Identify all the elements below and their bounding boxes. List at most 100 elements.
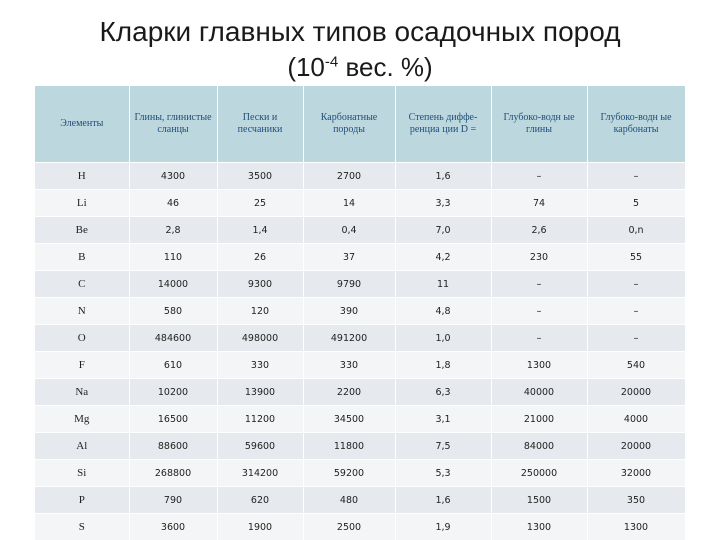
clays-value-cell: 580	[129, 297, 218, 325]
carbonates-value-cell: 9790	[303, 270, 396, 298]
table-row: S 3600 1900 2500 1,9 1300 1300	[35, 513, 686, 540]
column-header-elements: Элементы	[35, 86, 130, 163]
deep-sea-clays-value-cell: 40000	[491, 378, 588, 406]
deep-sea-carbonates-value-cell: 20000	[587, 432, 686, 460]
element-name-cell: Li	[35, 189, 130, 217]
element-name-cell: N	[35, 297, 130, 325]
sandstones-value-cell: 26	[217, 243, 304, 271]
deep-sea-carbonates-value-cell: 0,n	[587, 216, 686, 244]
carbonates-value-cell: 390	[303, 297, 396, 325]
clarke-table: Элементы Глины, глинистые сланцы Пески и…	[35, 86, 686, 540]
deep-sea-clays-value-cell: 1300	[491, 351, 588, 379]
sandstones-value-cell: 1900	[217, 513, 304, 540]
element-name-cell: Mg	[35, 405, 130, 433]
sandstones-value-cell: 3500	[217, 162, 304, 190]
sandstones-value-cell: 330	[217, 351, 304, 379]
differentiation-value-cell: 1,6	[395, 162, 492, 190]
table-row: Li 46 25 14 3,3 74 5	[35, 189, 686, 217]
carbonates-value-cell: 2200	[303, 378, 396, 406]
element-name-cell: Be	[35, 216, 130, 244]
clays-value-cell: 790	[129, 486, 218, 514]
deep-sea-clays-value-cell: –	[491, 162, 588, 190]
element-name-cell: B	[35, 243, 130, 271]
page-title: Кларки главных типов осадочных пород (10…	[0, 14, 720, 84]
element-name-cell: Al	[35, 432, 130, 460]
deep-sea-clays-value-cell: 21000	[491, 405, 588, 433]
element-name-cell: C	[35, 270, 130, 298]
table-row: Mg 16500 11200 34500 3,1 21000 4000	[35, 405, 686, 433]
deep-sea-clays-value-cell: –	[491, 297, 588, 325]
sandstones-value-cell: 1,4	[217, 216, 304, 244]
deep-sea-carbonates-value-cell: 20000	[587, 378, 686, 406]
deep-sea-carbonates-value-cell: 4000	[587, 405, 686, 433]
deep-sea-clays-value-cell: 2,6	[491, 216, 588, 244]
column-header-clays: Глины, глинистые сланцы	[129, 86, 218, 163]
carbonates-value-cell: 34500	[303, 405, 396, 433]
sandstones-value-cell: 314200	[217, 459, 304, 487]
deep-sea-carbonates-value-cell: –	[587, 324, 686, 352]
table-row: H 4300 3500 2700 1,6– –	[35, 162, 686, 190]
clays-value-cell: 10200	[129, 378, 218, 406]
deep-sea-clays-value-cell: –	[491, 324, 588, 352]
differentiation-value-cell: 1,9	[395, 513, 492, 540]
deep-sea-clays-value-cell: 1500	[491, 486, 588, 514]
title-units-prefix: (10	[287, 52, 325, 82]
clays-value-cell: 3600	[129, 513, 218, 540]
element-name-cell: Na	[35, 378, 130, 406]
clays-value-cell: 610	[129, 351, 218, 379]
differentiation-value-cell: 11	[395, 270, 492, 298]
deep-sea-clays-value-cell: 74	[491, 189, 588, 217]
deep-sea-carbonates-value-cell: –	[587, 162, 686, 190]
column-header-deep-sea-clays: Глубоко-водн ые глины	[491, 86, 588, 163]
carbonates-value-cell: 2500	[303, 513, 396, 540]
sandstones-value-cell: 498000	[217, 324, 304, 352]
column-header-deep-sea-carbonates: Глубоко-водн ые карбонаты	[587, 86, 686, 163]
table-row: Si 268800 314200 59200 5,3 250000 32000	[35, 459, 686, 487]
deep-sea-carbonates-value-cell: –	[587, 297, 686, 325]
sandstones-value-cell: 620	[217, 486, 304, 514]
clays-value-cell: 46	[129, 189, 218, 217]
differentiation-value-cell: 7,5	[395, 432, 492, 460]
table-body: H 4300 3500 2700 1,6– – Li 46 25 14 3,3 74 5 Be 2,8 1,4…	[35, 162, 686, 540]
differentiation-value-cell: 5,3	[395, 459, 492, 487]
clays-value-cell: 4300	[129, 162, 218, 190]
carbonates-value-cell: 59200	[303, 459, 396, 487]
deep-sea-clays-value-cell: 250000	[491, 459, 588, 487]
sandstones-value-cell: 25	[217, 189, 304, 217]
differentiation-value-cell: 3,1	[395, 405, 492, 433]
sandstones-value-cell: 120	[217, 297, 304, 325]
sandstones-value-cell: 13900	[217, 378, 304, 406]
clays-value-cell: 88600	[129, 432, 218, 460]
clays-value-cell: 484600	[129, 324, 218, 352]
carbonates-value-cell: 491200	[303, 324, 396, 352]
column-header-sandstones: Пески и песчаники	[217, 86, 304, 163]
element-name-cell: O	[35, 324, 130, 352]
clays-value-cell: 14000	[129, 270, 218, 298]
deep-sea-clays-value-cell: 1300	[491, 513, 588, 540]
deep-sea-carbonates-value-cell: 350	[587, 486, 686, 514]
table-header-row: Элементы Глины, глинистые сланцы Пески и…	[35, 86, 686, 163]
table-row: N 580 120 390 4,8– –	[35, 297, 686, 325]
deep-sea-clays-value-cell: 230	[491, 243, 588, 271]
clays-value-cell: 268800	[129, 459, 218, 487]
carbonates-value-cell: 37	[303, 243, 396, 271]
element-name-cell: S	[35, 513, 130, 540]
differentiation-value-cell: 1,8	[395, 351, 492, 379]
title-units-exponent: -4	[324, 53, 339, 71]
table-row: F 610 330 330 1,8 1300 540	[35, 351, 686, 379]
sandstones-value-cell: 9300	[217, 270, 304, 298]
clays-value-cell: 16500	[129, 405, 218, 433]
title-line-1: Кларки главных типов осадочных пород	[99, 16, 621, 47]
table-row: O 484600 498000 491200 1,0– –	[35, 324, 686, 352]
differentiation-value-cell: 3,3	[395, 189, 492, 217]
carbonates-value-cell: 480	[303, 486, 396, 514]
deep-sea-carbonates-value-cell: 5	[587, 189, 686, 217]
deep-sea-carbonates-value-cell: 55	[587, 243, 686, 271]
carbonates-value-cell: 2700	[303, 162, 396, 190]
element-name-cell: H	[35, 162, 130, 190]
carbonates-value-cell: 14	[303, 189, 396, 217]
table-row: Na 10200 13900 2200 6,3 40000 20000	[35, 378, 686, 406]
carbonates-value-cell: 330	[303, 351, 396, 379]
carbonates-value-cell: 11800	[303, 432, 396, 460]
table-row: Al 88600 59600 11800 7,5 84000 20000	[35, 432, 686, 460]
